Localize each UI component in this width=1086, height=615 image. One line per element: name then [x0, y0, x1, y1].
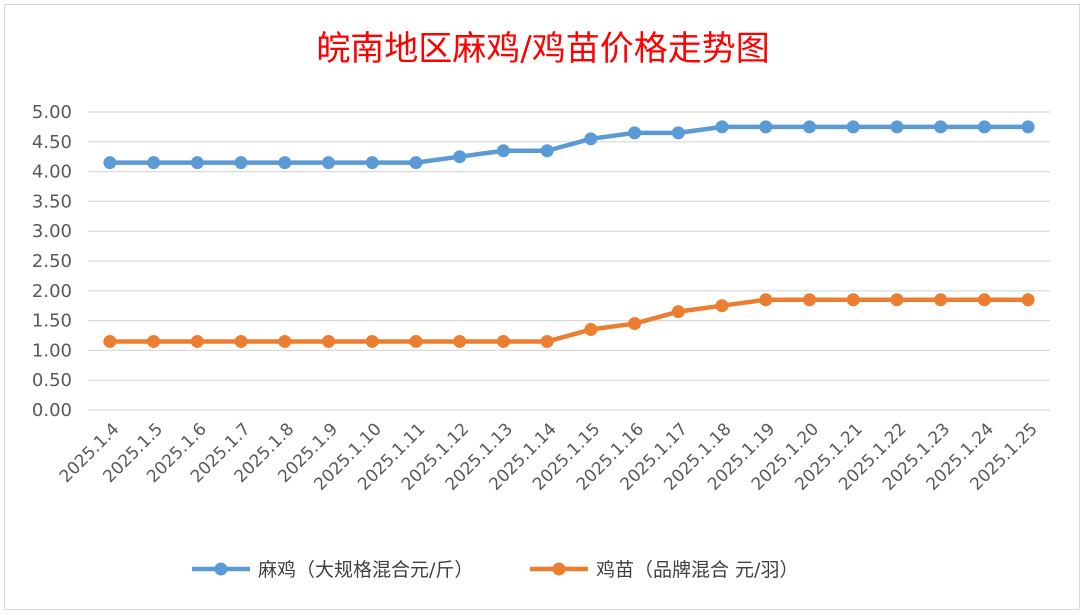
data-point [453, 150, 467, 164]
data-point [234, 156, 248, 170]
y-tick-label: 2.00 [32, 281, 72, 302]
data-point [977, 120, 991, 134]
legend-swatch-marker [214, 562, 228, 576]
data-point [147, 156, 161, 170]
data-point [1021, 293, 1035, 307]
series-group [103, 120, 1035, 348]
y-tick-label: 0.50 [32, 370, 72, 391]
data-point [584, 323, 598, 337]
data-point [496, 144, 510, 158]
chart-title: 皖南地区麻鸡/鸡苗价格走势图 [316, 29, 769, 69]
data-point [803, 120, 816, 134]
data-point [671, 305, 685, 319]
x-axis-ticks: 2025.1.42025.1.52025.1.62025.1.72025.1.8… [56, 419, 1042, 494]
chart-frame [4, 4, 1080, 610]
gridlines [88, 111, 1050, 411]
legend: 麻鸡（大规格混合元/斤） 鸡苗（品牌混合 元/羽） [192, 559, 798, 581]
data-point [715, 299, 729, 313]
data-point [671, 126, 685, 140]
data-point [584, 132, 598, 146]
y-tick-label: 1.50 [32, 311, 72, 332]
data-point [759, 120, 773, 134]
y-tick-label: 0.00 [32, 400, 72, 421]
data-point [365, 156, 379, 170]
data-point [496, 334, 510, 348]
data-point [628, 317, 642, 331]
data-point [934, 293, 948, 307]
data-point [803, 293, 816, 307]
data-point [540, 144, 554, 158]
data-point [409, 156, 423, 170]
y-axis-ticks: 0.00 0.50 1.00 1.50 2.00 2.50 3.00 3.50 4.00 4.50… [32, 102, 72, 421]
data-point [890, 120, 904, 134]
data-point [278, 156, 292, 170]
data-point [715, 120, 729, 134]
data-point [1021, 120, 1035, 134]
data-point [846, 293, 860, 307]
y-tick-label: 3.50 [32, 191, 72, 212]
y-tick-label: 1.00 [32, 340, 72, 361]
legend-label-series-1: 麻鸡（大规格混合元/斤） [258, 559, 473, 581]
data-point [278, 334, 292, 348]
y-tick-label: 2.50 [32, 251, 72, 272]
y-tick-label: 4.50 [32, 132, 72, 153]
series-line-1 [109, 124, 1029, 165]
data-point [103, 334, 117, 348]
data-point [934, 120, 948, 134]
y-tick-label: 4.00 [32, 162, 72, 183]
data-point [322, 334, 335, 348]
y-tick-label: 5.00 [32, 102, 72, 123]
data-point [540, 334, 554, 348]
data-point [190, 156, 204, 170]
legend-swatch-marker [552, 562, 566, 576]
data-point [846, 120, 860, 134]
data-point [759, 293, 773, 307]
data-point [890, 293, 904, 307]
data-point [322, 156, 335, 170]
y-tick-label: 3.00 [32, 221, 72, 242]
legend-label-series-2: 鸡苗（品牌混合 元/羽） [596, 559, 798, 581]
data-point [409, 334, 423, 348]
data-point [234, 334, 248, 348]
data-point [103, 156, 117, 170]
data-point [190, 334, 204, 348]
data-point [977, 293, 991, 307]
data-point [453, 334, 467, 348]
data-point [365, 334, 379, 348]
data-point [147, 334, 161, 348]
data-point [628, 126, 642, 140]
series-line-2 [109, 297, 1029, 344]
